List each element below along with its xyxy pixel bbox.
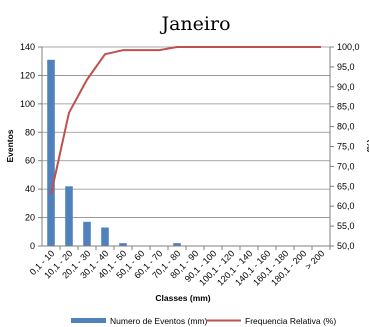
y2-tick-label-1: 55,0 bbox=[337, 221, 355, 231]
y2-axis-label: (%) bbox=[365, 139, 369, 152]
bar-4 bbox=[119, 243, 127, 246]
y-tick-label-6: 120 bbox=[20, 70, 35, 80]
y-tick-label-7: 140 bbox=[20, 42, 35, 52]
bar-7 bbox=[173, 243, 181, 246]
gridlines bbox=[42, 46, 330, 247]
chart-title: Janeiro bbox=[159, 13, 230, 35]
bar-1 bbox=[65, 186, 73, 246]
y-axis-label: Eventos bbox=[5, 129, 15, 162]
y2-tick-label-2: 60,0 bbox=[337, 201, 355, 211]
axes bbox=[41, 47, 331, 247]
bar-3 bbox=[101, 227, 109, 246]
y2-tick-label-0: 50,0 bbox=[337, 241, 355, 251]
y2-tick-label-4: 70,0 bbox=[337, 161, 355, 171]
y2-tick-label-8: 90,0 bbox=[337, 82, 355, 92]
bar-2 bbox=[83, 221, 91, 246]
y2-tick-label-6: 80,0 bbox=[337, 122, 355, 132]
y-tick-label-2: 40 bbox=[25, 184, 35, 194]
y-tick-label-5: 100 bbox=[20, 99, 35, 109]
legend-label-line: Frequencia Relativa (%) bbox=[245, 316, 336, 326]
legend-label-bar: Numero de Eventos (mm) bbox=[110, 316, 207, 326]
x-tick-label-15: > 200 bbox=[303, 248, 326, 271]
y-axis-ticks: 0 20 40 60 80 100 120 140 bbox=[20, 42, 42, 251]
y2-tick-label-5: 75,0 bbox=[337, 142, 355, 152]
y-tick-label-4: 80 bbox=[25, 127, 35, 137]
x-axis-label: Classes (mm) bbox=[155, 293, 210, 303]
line-series bbox=[50, 46, 321, 195]
y-tick-label-1: 20 bbox=[25, 213, 35, 223]
y2-tick-label-7: 85,0 bbox=[337, 102, 355, 112]
y2-axis-ticks: 50,0 55,0 60,0 65,0 70,0 75,0 80,0 85,0 90,0 95,0… bbox=[330, 42, 360, 251]
y2-tick-label-3: 65,0 bbox=[337, 181, 355, 191]
y-tick-label-0: 0 bbox=[30, 241, 35, 251]
y2-tick-label-9: 95,0 bbox=[337, 62, 355, 72]
frequency-line bbox=[50, 46, 321, 195]
bar-series bbox=[47, 59, 181, 246]
legend: Numero de Eventos (mm) Frequencia Relati… bbox=[71, 316, 336, 326]
legend-swatch-bar bbox=[71, 318, 106, 323]
y-tick-label-3: 60 bbox=[25, 156, 35, 166]
y2-tick-label-10: 100,0 bbox=[337, 42, 360, 52]
bar-0 bbox=[47, 59, 55, 246]
